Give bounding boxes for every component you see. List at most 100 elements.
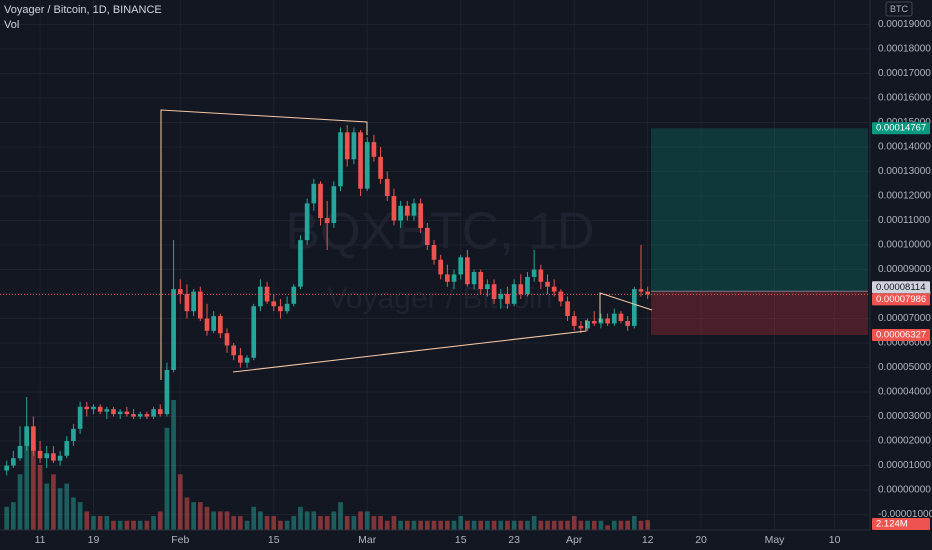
volume-bar [117, 520, 123, 530]
x-tick-label: 11 [35, 534, 46, 546]
volume-bar [204, 506, 210, 530]
candle-body [371, 142, 377, 157]
candle-body [638, 289, 644, 292]
x-tick-label: Feb [171, 534, 189, 546]
volume-bar [44, 483, 50, 530]
volume-bar [191, 502, 196, 530]
volume-bar [364, 511, 370, 530]
volume-bar [278, 520, 283, 530]
candle-body [211, 316, 216, 331]
candle-body [204, 318, 210, 331]
volume-bar [311, 511, 317, 530]
candle-body [324, 218, 330, 223]
candle-body [137, 414, 143, 417]
candle-body [291, 286, 297, 304]
candle-body [338, 132, 343, 187]
volume-bar [391, 516, 397, 530]
volume-label-box [872, 518, 930, 530]
volume-bar [144, 520, 150, 530]
candle-body [358, 132, 363, 189]
candle-body [238, 355, 243, 363]
y-tick-label: 0.00002000 [878, 436, 931, 447]
candle-body [445, 274, 450, 282]
candle-body [331, 186, 337, 223]
y-tick-label: 0.00014000 [878, 142, 931, 153]
volume-bar [531, 516, 537, 530]
volume-bar [578, 520, 584, 530]
volume-bar [84, 511, 90, 530]
candle-body [518, 284, 524, 295]
volume-bar [384, 520, 390, 530]
currency-box[interactable] [885, 1, 913, 17]
stop-zone [651, 291, 868, 336]
candle-body [311, 183, 317, 204]
volume-bar [137, 520, 143, 530]
volume-bar [591, 520, 597, 530]
volume-bar [24, 427, 30, 530]
volume-bar [358, 511, 363, 530]
y-tick-label: 0.00017000 [878, 68, 931, 79]
volume-bar [224, 511, 230, 530]
x-tick-label: 10 [829, 534, 841, 546]
volume-bar [545, 520, 550, 530]
volume-bar [418, 520, 423, 530]
y-tick-label: 0.00005000 [878, 362, 931, 373]
volume-bar [485, 520, 490, 530]
candle-body [578, 325, 584, 329]
volume-bar [51, 474, 56, 530]
volume-bar [611, 520, 617, 530]
target-zone [651, 128, 868, 292]
x-tick-label: 15 [268, 534, 280, 546]
volume-bar [197, 502, 203, 530]
volume-bar [57, 488, 63, 530]
candle-body [645, 291, 650, 295]
volume-bar [64, 483, 70, 530]
volume-bar [251, 506, 257, 530]
x-tick-label: May [765, 534, 786, 546]
currency: BTC [890, 4, 909, 14]
volume-bar [184, 497, 190, 530]
y-tick-label: 0.00006000 [878, 338, 931, 349]
candle-body [451, 274, 457, 282]
volume-bar [318, 516, 323, 530]
volume-bar [491, 520, 497, 530]
y-tick-label: 0.00003000 [878, 411, 931, 422]
trendline [160, 109, 368, 380]
y-tick-label: 0.00018000 [878, 44, 931, 55]
position [651, 128, 868, 336]
candle-body [157, 409, 163, 415]
candle-body [117, 411, 123, 415]
volume-bar [558, 520, 564, 530]
volume-bar [465, 520, 470, 530]
candle-body [598, 318, 604, 324]
candle-body [258, 286, 263, 307]
axis-labels: 0.00019000 0.00018000 0.00017000 0.00016000… [35, 19, 932, 546]
volume-bar [631, 516, 637, 530]
candle-body [191, 291, 196, 312]
y-tick-label: 0.00012000 [878, 191, 931, 202]
candle-body [605, 318, 610, 324]
volume-title: Vol [4, 19, 19, 31]
candle-body [491, 284, 497, 299]
volume-bar [551, 520, 557, 530]
candle-body [218, 316, 223, 334]
candle-body [418, 203, 423, 228]
candle-body [64, 441, 70, 456]
volume-bar [238, 516, 243, 530]
volume-bar [37, 465, 43, 530]
entry-label-box [872, 281, 930, 294]
volume-bar [97, 516, 103, 530]
entry-label: 0.00008114 [876, 282, 926, 293]
volume-bar [298, 506, 303, 530]
volume-bar [525, 520, 530, 530]
volume-bar [411, 520, 417, 530]
target-label: 0.00014767 [876, 123, 926, 134]
volume-bar [638, 520, 644, 530]
volume-bar [77, 502, 83, 530]
candle-body [177, 289, 183, 295]
volume-bar [498, 520, 504, 530]
candle-body [558, 291, 564, 302]
volume-bar [618, 520, 624, 530]
y-tick-label: 0.00019000 [878, 19, 931, 30]
